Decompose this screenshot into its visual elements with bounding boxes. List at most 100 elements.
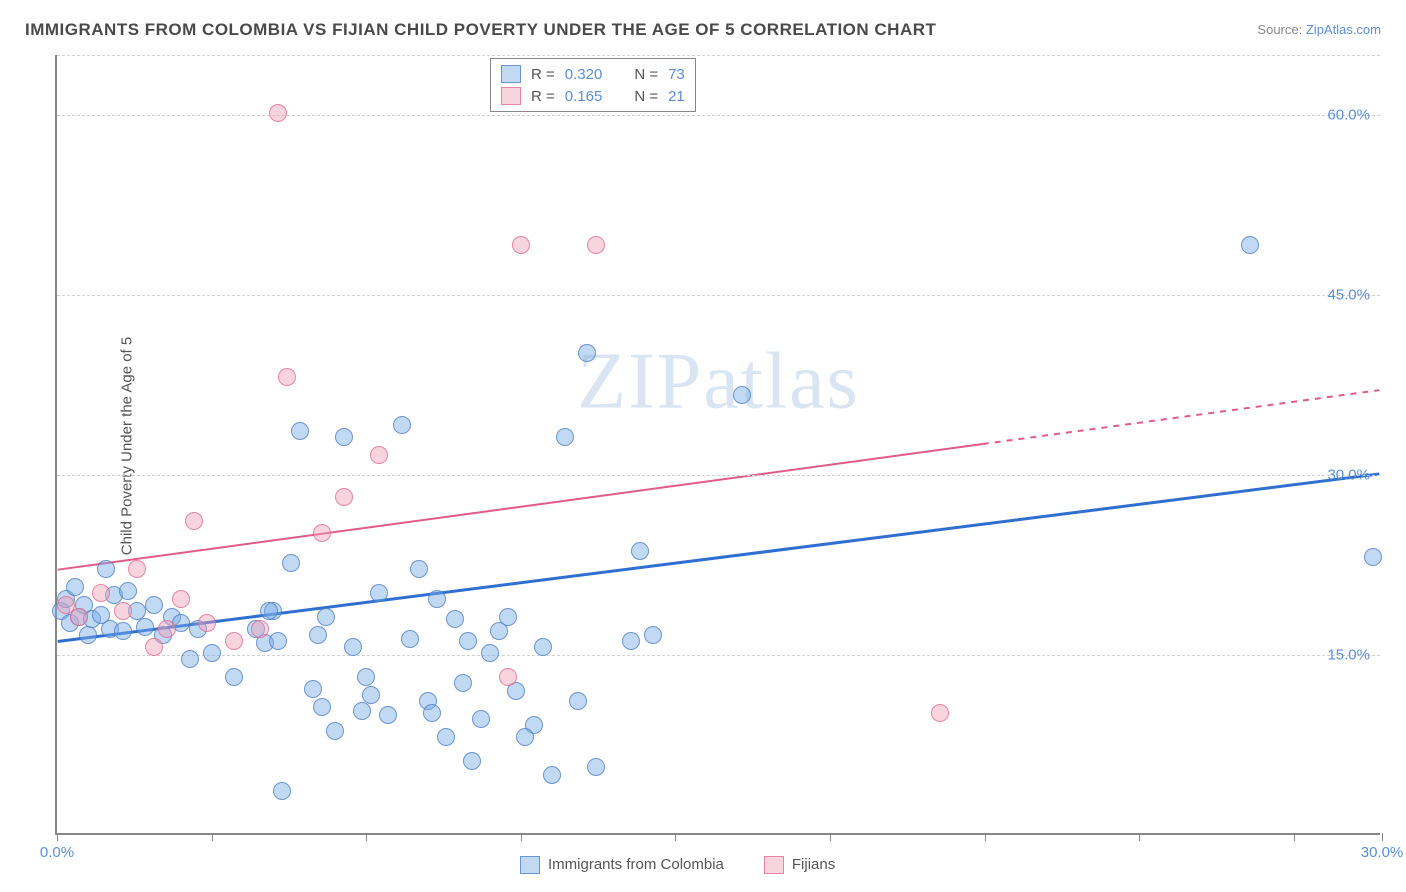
data-point bbox=[410, 560, 428, 578]
y-tick-label: 45.0% bbox=[1327, 287, 1370, 304]
data-point bbox=[260, 602, 278, 620]
x-tick-mark bbox=[985, 833, 986, 841]
legend-r-label: R = bbox=[531, 66, 555, 83]
source-label: Source: bbox=[1257, 22, 1302, 37]
data-point bbox=[119, 582, 137, 600]
data-point bbox=[172, 590, 190, 608]
x-tick-label: 0.0% bbox=[40, 844, 74, 861]
data-point bbox=[185, 512, 203, 530]
legend-swatch bbox=[520, 856, 540, 874]
data-point bbox=[145, 596, 163, 614]
data-point bbox=[534, 638, 552, 656]
data-point bbox=[931, 704, 949, 722]
data-point bbox=[66, 578, 84, 596]
data-point bbox=[304, 680, 322, 698]
data-point bbox=[644, 626, 662, 644]
data-point bbox=[313, 524, 331, 542]
data-point bbox=[291, 422, 309, 440]
data-point bbox=[114, 622, 132, 640]
data-point bbox=[379, 706, 397, 724]
y-tick-label: 60.0% bbox=[1327, 107, 1370, 124]
trend-line-extrapolated bbox=[983, 390, 1379, 444]
series-legend: Immigrants from Colombia Fijians bbox=[520, 856, 835, 874]
data-point bbox=[454, 674, 472, 692]
data-point bbox=[309, 626, 327, 644]
data-point bbox=[282, 554, 300, 572]
x-tick-mark bbox=[1294, 833, 1295, 841]
gridline bbox=[57, 655, 1380, 656]
legend-swatch bbox=[501, 65, 521, 83]
data-point bbox=[370, 446, 388, 464]
data-point bbox=[370, 584, 388, 602]
data-point bbox=[423, 704, 441, 722]
gridline bbox=[57, 475, 1380, 476]
legend-item: Fijians bbox=[764, 856, 835, 874]
legend-r-value: 0.165 bbox=[565, 88, 603, 105]
data-point bbox=[499, 668, 517, 686]
gridline bbox=[57, 295, 1380, 296]
legend-item: Immigrants from Colombia bbox=[520, 856, 724, 874]
data-point bbox=[622, 632, 640, 650]
data-point bbox=[145, 638, 163, 656]
x-tick-mark bbox=[675, 833, 676, 841]
data-point bbox=[512, 236, 530, 254]
gridline bbox=[57, 115, 1380, 116]
x-tick-mark bbox=[1139, 833, 1140, 841]
data-point bbox=[556, 428, 574, 446]
data-point bbox=[569, 692, 587, 710]
data-point bbox=[446, 610, 464, 628]
x-tick-mark bbox=[830, 833, 831, 841]
data-point bbox=[335, 428, 353, 446]
data-point bbox=[1241, 236, 1259, 254]
data-point bbox=[158, 620, 176, 638]
x-tick-mark bbox=[521, 833, 522, 841]
data-point bbox=[1364, 548, 1382, 566]
data-point bbox=[428, 590, 446, 608]
data-point bbox=[472, 710, 490, 728]
data-point bbox=[225, 668, 243, 686]
data-point bbox=[326, 722, 344, 740]
trend-line bbox=[58, 444, 983, 570]
legend-r-value: 0.320 bbox=[565, 66, 603, 83]
data-point bbox=[278, 368, 296, 386]
correlation-legend: R =0.320N =73R =0.165N =21 bbox=[490, 58, 696, 112]
data-point bbox=[79, 626, 97, 644]
data-point bbox=[136, 618, 154, 636]
data-point bbox=[317, 608, 335, 626]
y-tick-label: 15.0% bbox=[1327, 647, 1370, 664]
legend-n-label: N = bbox=[634, 88, 658, 105]
legend-row: R = 0.165 N = 21 bbox=[501, 85, 685, 107]
data-point bbox=[516, 728, 534, 746]
scatter-plot: ZIPatlas 15.0%30.0%45.0%60.0%0.0%30.0% bbox=[55, 55, 1380, 835]
data-point bbox=[313, 698, 331, 716]
y-tick-label: 30.0% bbox=[1327, 467, 1370, 484]
data-point bbox=[631, 542, 649, 560]
trend-lines-layer bbox=[57, 55, 1380, 833]
data-point bbox=[437, 728, 455, 746]
data-point bbox=[344, 638, 362, 656]
legend-swatch bbox=[501, 87, 521, 105]
data-point bbox=[203, 644, 221, 662]
data-point bbox=[459, 632, 477, 650]
data-point bbox=[362, 686, 380, 704]
data-point bbox=[335, 488, 353, 506]
watermark-text: ZIPatlas bbox=[577, 336, 860, 427]
legend-n-value: 21 bbox=[668, 88, 685, 105]
legend-n-label: N = bbox=[634, 66, 658, 83]
legend-label: Immigrants from Colombia bbox=[548, 856, 724, 873]
data-point bbox=[578, 344, 596, 362]
legend-label: Fijians bbox=[792, 856, 835, 873]
data-point bbox=[463, 752, 481, 770]
chart-title: IMMIGRANTS FROM COLOMBIA VS FIJIAN CHILD… bbox=[25, 20, 936, 40]
data-point bbox=[97, 560, 115, 578]
data-point bbox=[481, 644, 499, 662]
data-point bbox=[587, 758, 605, 776]
legend-r-label: R = bbox=[531, 88, 555, 105]
data-point bbox=[251, 620, 269, 638]
data-point bbox=[198, 614, 216, 632]
data-point bbox=[587, 236, 605, 254]
data-point bbox=[401, 630, 419, 648]
legend-row: R =0.320N =73 bbox=[501, 63, 685, 85]
data-point bbox=[225, 632, 243, 650]
data-point bbox=[92, 584, 110, 602]
